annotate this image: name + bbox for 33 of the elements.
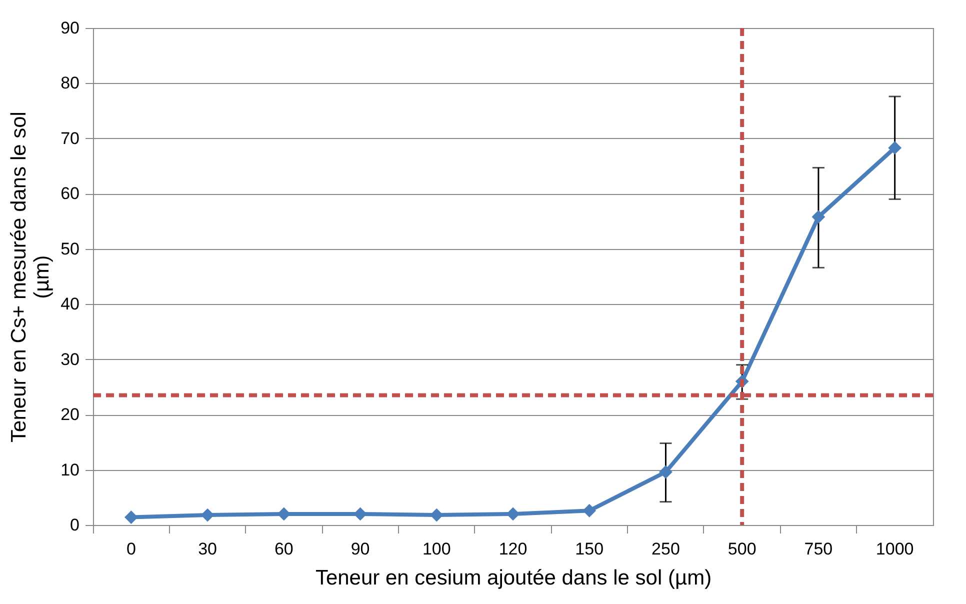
point [124, 510, 138, 524]
x-tick-label: 500 [728, 540, 756, 558]
x-tick-label: 60 [274, 540, 294, 558]
point [659, 465, 672, 479]
y-tick-label: 50 [60, 239, 80, 258]
x-tick-label: 750 [804, 540, 833, 558]
y-tick-label: 70 [60, 128, 80, 148]
y-tick-label: 10 [60, 460, 80, 480]
x-tick-label: 100 [422, 540, 451, 558]
x-tick-label: 150 [575, 540, 604, 558]
y-tick-label: 20 [60, 405, 80, 424]
point [506, 507, 520, 521]
x-tick-label: 30 [198, 540, 218, 558]
point [430, 508, 444, 522]
point [582, 504, 596, 518]
point [354, 507, 367, 521]
x-tick-label: 120 [498, 540, 528, 558]
y-tick-label: 80 [60, 74, 80, 93]
x-tick-label: 250 [652, 540, 680, 558]
point [812, 210, 826, 224]
point [200, 508, 214, 522]
x-tick-label: 0 [126, 540, 136, 558]
y-tick-label: 30 [60, 350, 80, 369]
y-tick-label: 60 [60, 184, 80, 204]
y-axis-title: Teneur en Cs+ mesurée dans le sol (µm) [8, 112, 54, 442]
x-axis-title: Teneur en cesium ajoutée dans le sol (µm) [315, 566, 712, 590]
y-tick-label: 40 [60, 294, 80, 314]
point [277, 507, 291, 521]
y-tick-label: 0 [70, 516, 80, 534]
x-tick-label: 90 [350, 540, 370, 558]
y-tick-label: 90 [60, 18, 80, 38]
x-tick-label: 1000 [876, 540, 914, 558]
point [888, 141, 902, 155]
